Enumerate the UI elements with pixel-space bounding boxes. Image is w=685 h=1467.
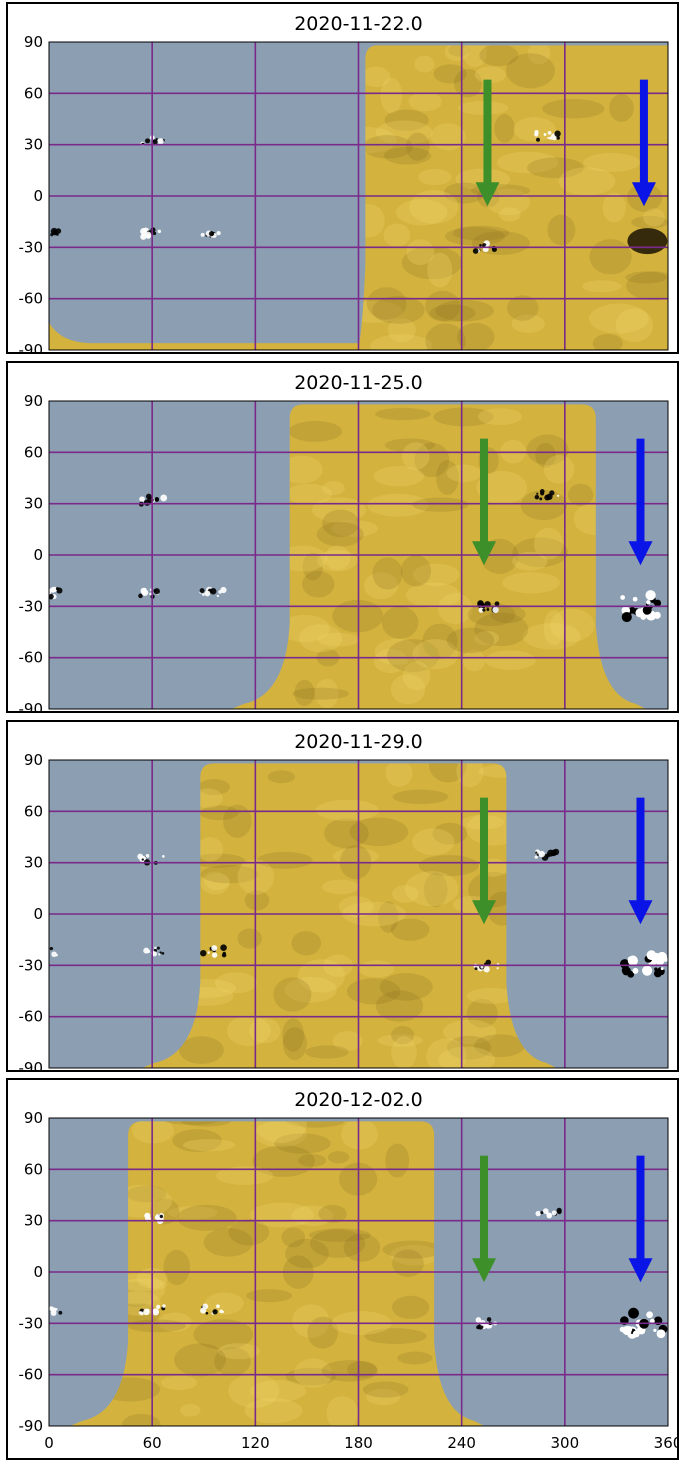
panel-title: 2020-12-02.0 xyxy=(294,1089,423,1111)
y-tick-label: 0 xyxy=(33,546,43,564)
farside-helioseismic-map xyxy=(69,1121,485,1426)
green-arrow xyxy=(472,797,497,925)
map-svg: 2020-11-29.0 90 60 30 0 -30 -60 -90 xyxy=(19,731,669,1070)
map-svg: 2020-11-22.0 90 60 30 0 -30 -60 -90 xyxy=(19,13,669,352)
coordinate-grid xyxy=(49,42,668,350)
y-tick-label: 0 xyxy=(33,187,43,205)
y-tick-label: -90 xyxy=(19,700,44,711)
x-tick-label: 120 xyxy=(241,1434,270,1452)
y-tick-label: -90 xyxy=(19,1059,44,1070)
y-tick-label: -60 xyxy=(19,1008,44,1026)
y-tick-label: 60 xyxy=(24,84,43,102)
farside-helioseismic-map xyxy=(142,763,557,1068)
y-tick-label: 60 xyxy=(24,443,43,461)
panel-title: 2020-11-29.0 xyxy=(294,731,423,753)
coordinate-grid xyxy=(49,401,668,709)
panel-title: 2020-11-25.0 xyxy=(294,372,423,394)
y-tick-label: 30 xyxy=(24,495,43,513)
y-tick-label: 90 xyxy=(24,33,43,51)
panel-title: 2020-11-22.0 xyxy=(294,13,423,35)
y-tick-label: 30 xyxy=(24,1212,43,1230)
y-tick-label: 90 xyxy=(24,1109,43,1127)
coordinate-grid xyxy=(49,1118,668,1426)
y-tick-label: -90 xyxy=(19,1417,44,1435)
map-panel-1: 2020-11-22.0 90 60 30 0 -30 -60 -90 xyxy=(6,2,679,354)
x-tick-label: 180 xyxy=(344,1434,373,1452)
map-panel-4: 2020-12-02.0 90 60 30 0 -30 -60 -90 0 60 120 180 240… xyxy=(6,1078,679,1460)
blue-arrow xyxy=(628,438,653,566)
green-arrow xyxy=(472,438,497,566)
y-tick-label: 60 xyxy=(24,802,43,820)
y-tick-label: 30 xyxy=(24,136,43,154)
y-tick-label: 30 xyxy=(24,854,43,872)
y-tick-label: -30 xyxy=(19,597,44,615)
map-panel-3: 2020-11-29.0 90 60 30 0 -30 -60 -90 xyxy=(6,720,679,1072)
y-tick-label: 90 xyxy=(24,392,43,410)
y-tick-label: -90 xyxy=(19,341,44,352)
blue-arrow xyxy=(628,797,653,925)
y-tick-label: 60 xyxy=(24,1160,43,1178)
blue-arrow xyxy=(628,1155,653,1283)
blue-arrow xyxy=(631,79,656,207)
y-tick-label: 0 xyxy=(33,1263,43,1281)
farside-helioseismic-map xyxy=(231,404,646,709)
x-tick-label: 60 xyxy=(143,1434,162,1452)
x-tick-label: 300 xyxy=(551,1434,580,1452)
map-svg: 2020-11-25.0 90 60 30 0 -30 -60 -90 xyxy=(19,372,669,711)
y-tick-label: -30 xyxy=(19,956,44,974)
map-panel-2: 2020-11-25.0 90 60 30 0 -30 -60 -90 xyxy=(6,361,679,713)
y-tick-label: -30 xyxy=(19,1314,44,1332)
y-tick-label: -60 xyxy=(19,1366,44,1384)
y-tick-label: -30 xyxy=(19,238,44,256)
x-tick-label: 0 xyxy=(44,1434,54,1452)
x-tick-label: 240 xyxy=(447,1434,476,1452)
y-tick-label: -60 xyxy=(19,649,44,667)
y-tick-label: -60 xyxy=(19,290,44,308)
coordinate-grid xyxy=(49,760,668,1068)
farside-helioseismic-map xyxy=(49,45,668,350)
green-arrow xyxy=(475,79,500,207)
x-tick-label: 360 xyxy=(654,1434,677,1452)
y-tick-label: 90 xyxy=(24,751,43,769)
green-arrow xyxy=(472,1155,497,1283)
y-tick-label: 0 xyxy=(33,905,43,923)
